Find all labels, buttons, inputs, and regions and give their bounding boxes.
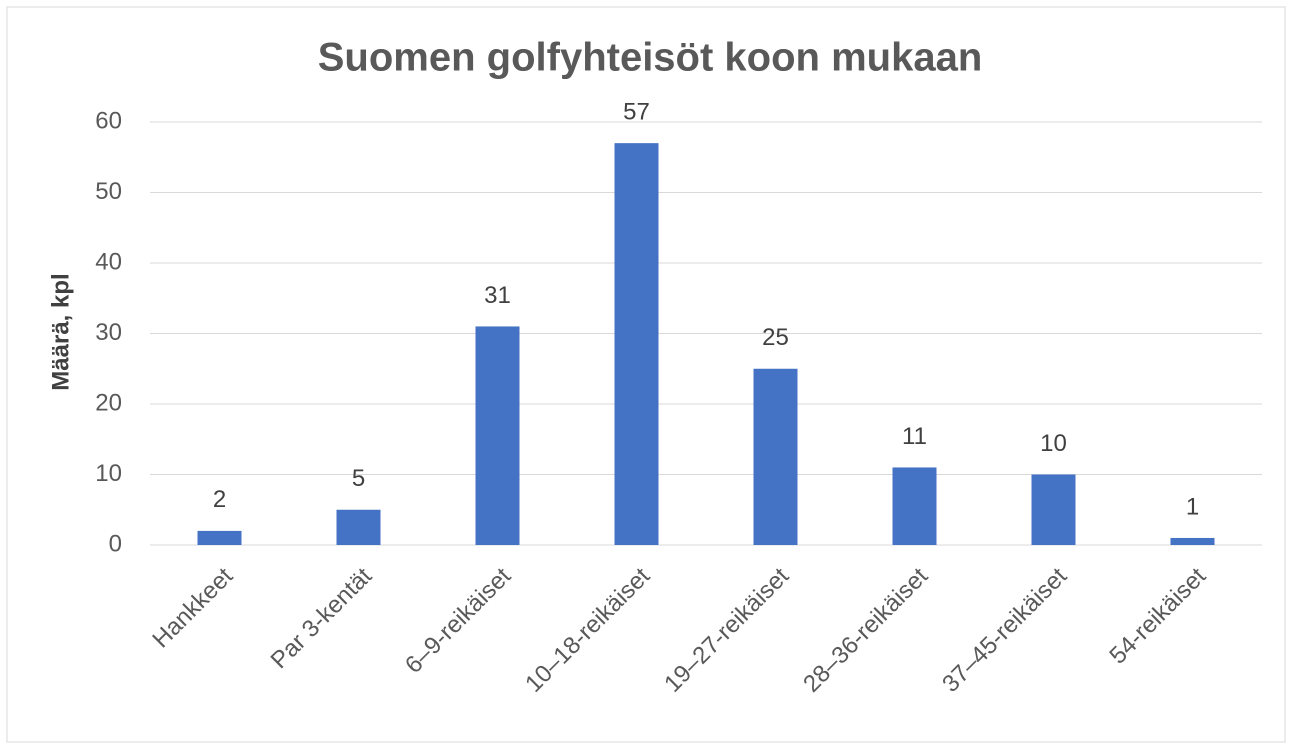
data-label: 2 (213, 486, 226, 513)
chart-title: Suomen golfyhteisöt koon mukaan (318, 36, 983, 80)
data-label: 57 (623, 98, 650, 125)
bar (614, 143, 659, 545)
bar (753, 368, 798, 545)
y-tick-label: 20 (95, 389, 122, 416)
bar (197, 530, 242, 545)
y-axis-label: Määrä, kpl (47, 273, 74, 390)
data-label: 25 (762, 324, 789, 351)
bar (892, 467, 937, 545)
bar (1170, 537, 1215, 545)
bar (336, 509, 381, 545)
data-label: 5 (352, 465, 365, 492)
data-label: 31 (484, 282, 511, 309)
data-label: 1 (1186, 493, 1199, 520)
y-tick-label: 10 (95, 460, 122, 487)
data-label: 11 (902, 423, 927, 450)
y-tick-label: 40 (95, 248, 122, 275)
y-tick-label: 30 (95, 319, 122, 346)
y-tick-label: 60 (95, 107, 122, 134)
bar (1031, 474, 1076, 545)
y-tick-label: 0 (109, 530, 122, 557)
y-tick-label: 50 (95, 178, 122, 205)
bar (475, 326, 520, 545)
data-label: 10 (1040, 430, 1067, 457)
